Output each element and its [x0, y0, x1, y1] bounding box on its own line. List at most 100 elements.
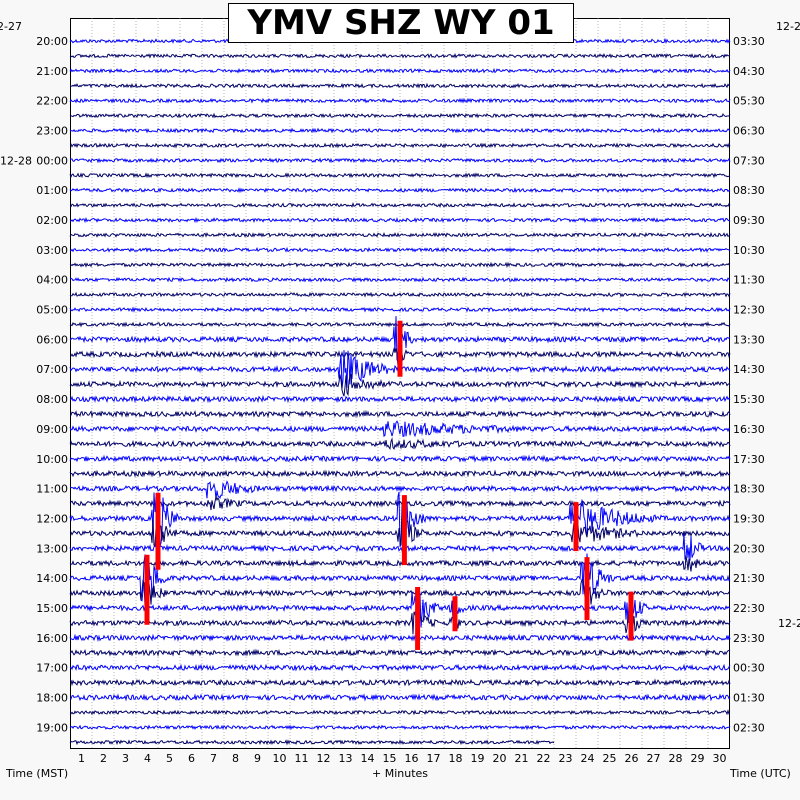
clipped-signal-mark: [573, 502, 579, 552]
clipped-signal-mark: [401, 495, 407, 566]
seismic-trace: [69, 454, 731, 463]
clipped-signal-mark: [452, 596, 458, 632]
chart-title: YMV SHZ WY 01: [228, 3, 574, 43]
left-hour-label: 23:00: [36, 125, 68, 138]
x-tick-label: 5: [166, 752, 173, 765]
x-tick-label: 10: [273, 752, 287, 765]
seismic-trace: [69, 127, 731, 134]
right-hour-label: 00:30: [733, 662, 765, 675]
seismic-trace: [69, 556, 731, 572]
x-tick-label: 29: [691, 752, 705, 765]
seismic-trace: [69, 201, 731, 208]
seismic-trace: [69, 246, 731, 253]
right-hour-label: 14:30: [733, 363, 765, 376]
seismic-trace: [69, 420, 731, 438]
left-hour-label: 03:00: [36, 244, 68, 257]
right-hour-label: 16:30: [733, 423, 765, 436]
seismic-trace: [69, 534, 731, 561]
right-hour-label: 12:30: [733, 304, 765, 317]
x-tick-label: 4: [144, 752, 151, 765]
left-hour-label: 15:00: [36, 602, 68, 615]
right-hour-label: 04:30: [733, 65, 765, 78]
left-hour-label: 22:00: [36, 95, 68, 108]
seismic-trace: [69, 693, 731, 702]
seismic-trace: [69, 112, 731, 119]
x-tick-label: 18: [449, 752, 463, 765]
x-tick-label: 8: [232, 752, 239, 765]
seismic-trace: [69, 578, 731, 612]
x-tick-label: 28: [669, 752, 683, 765]
right-hour-label: 08:30: [733, 184, 765, 197]
right-hour-label: 10:30: [733, 244, 765, 257]
x-tick-label: 20: [493, 752, 507, 765]
left-hour-label: 00:00: [36, 154, 68, 167]
seismic-trace: [69, 97, 731, 104]
right-hour-label: 19:30: [733, 512, 765, 525]
right-hour-label: 01:30: [733, 691, 765, 704]
seismic-trace: [69, 709, 731, 716]
left-hour-label: 04:00: [36, 274, 68, 287]
right-hour-label: 02:30: [733, 721, 765, 734]
right-hour-label: 03:30: [733, 35, 765, 48]
x-tick-label: 11: [295, 752, 309, 765]
clipped-signal-mark: [144, 554, 150, 625]
right-hour-label: 18:30: [733, 483, 765, 496]
x-tick-label: 9: [254, 752, 261, 765]
right-hour-label: 05:30: [733, 95, 765, 108]
seismic-trace: [69, 586, 731, 628]
x-tick-label: 26: [625, 752, 639, 765]
left-hour-label: 19:00: [36, 721, 68, 734]
right-hour-label: 20:30: [733, 542, 765, 555]
right-hour-label: 22:30: [733, 602, 765, 615]
seismic-trace: [69, 187, 731, 194]
x-tick-label: 14: [361, 752, 375, 765]
x-tick-label: 12: [317, 752, 331, 765]
right-hour-label: 23:30: [733, 632, 765, 645]
left-hour-label: 09:00: [36, 423, 68, 436]
left-date-label: 12-28: [0, 154, 32, 167]
seismic-trace: [69, 491, 731, 547]
x-tick-label: 2: [100, 752, 107, 765]
seismic-trace: [69, 739, 555, 746]
left-hour-label: 02:00: [36, 214, 68, 227]
clipped-signal-mark: [628, 591, 634, 641]
seismic-trace: [69, 261, 731, 269]
seismic-trace: [69, 495, 731, 511]
left-hour-label: 14:00: [36, 572, 68, 585]
seismic-trace: [69, 724, 731, 731]
x-tick-label: 1: [78, 752, 85, 765]
right-hour-label: 17:30: [733, 453, 765, 466]
seismic-trace: [69, 609, 731, 636]
x-tick-label: 21: [515, 752, 529, 765]
left-hour-label: 20:00: [36, 35, 68, 48]
left-hour-label: 08:00: [36, 393, 68, 406]
seismic-trace: [69, 306, 731, 313]
left-hour-label: 21:00: [36, 65, 68, 78]
x-tick-label: 23: [559, 752, 573, 765]
x-tick-label: 22: [537, 752, 551, 765]
left-hour-label: 16:00: [36, 632, 68, 645]
x-tick-label: 24: [581, 752, 595, 765]
right-hour-label: 11:30: [733, 274, 765, 287]
left-hour-label: 12:00: [36, 512, 68, 525]
left-hour-label: 06:00: [36, 333, 68, 346]
right-axis-title: Time (UTC): [730, 767, 791, 780]
seismic-trace: [69, 469, 731, 478]
left-hour-label: 13:00: [36, 542, 68, 555]
seismic-trace: [69, 82, 731, 89]
seismic-trace: [69, 276, 730, 283]
seismic-trace: [69, 291, 731, 298]
seismic-trace: [69, 142, 731, 149]
x-tick-label: 19: [471, 752, 485, 765]
right-date-label: 12-2: [778, 617, 800, 630]
x-tick-label: 17: [427, 752, 441, 765]
right-date-label: 12-2: [776, 20, 800, 33]
seismic-trace: [69, 516, 731, 548]
seismic-trace: [69, 67, 731, 74]
seismic-trace: [69, 648, 731, 657]
x-tick-label: 25: [603, 752, 617, 765]
x-tick-label: 27: [647, 752, 661, 765]
x-tick-label: 15: [383, 752, 397, 765]
seismic-trace: [69, 374, 731, 397]
